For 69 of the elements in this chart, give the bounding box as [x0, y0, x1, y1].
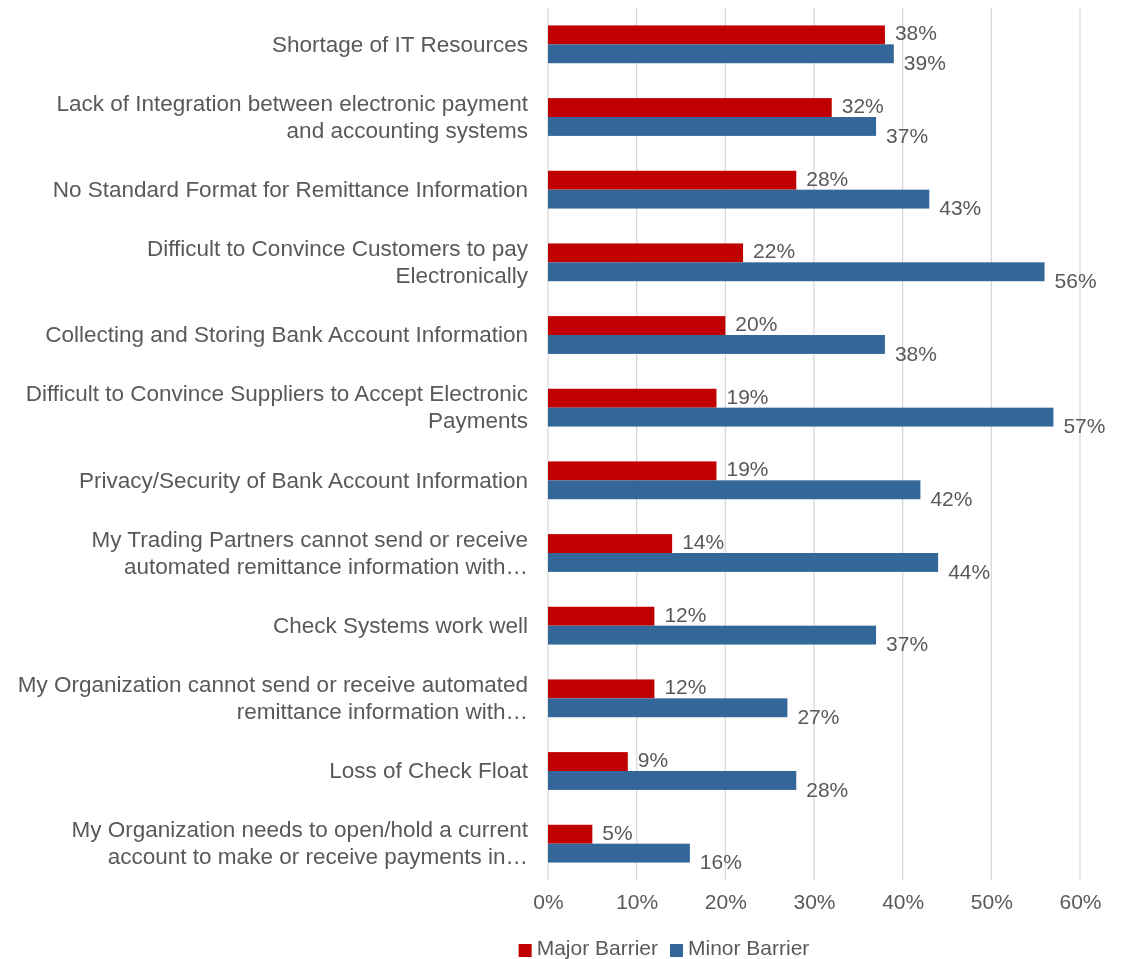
x-tick-label: 0% [533, 889, 564, 913]
data-label: 42% [930, 487, 973, 511]
x-tick-label: 40% [882, 889, 925, 913]
x-tick-label: 50% [970, 889, 1013, 913]
bar [548, 843, 690, 863]
bar [548, 771, 797, 790]
bar [548, 698, 788, 718]
bar [548, 44, 894, 64]
data-label: 38% [894, 341, 937, 365]
bar [548, 98, 832, 117]
bar [548, 243, 744, 263]
data-label: 19% [726, 384, 769, 408]
bar [548, 407, 1054, 427]
legend-label: Minor Barrier [688, 936, 810, 959]
data-label: 12% [664, 675, 707, 699]
y-tick-label: Privacy/Security of Bank Account Information [79, 467, 528, 493]
bar [548, 461, 717, 481]
bar [548, 534, 673, 553]
data-label: 20% [735, 311, 778, 335]
data-label: 57% [1063, 414, 1106, 438]
data-label: 28% [806, 777, 849, 801]
y-tick-label: Shortage of IT Resources [272, 31, 528, 57]
y-tick-label: My Organization needs to open/hold a current account to make or receive payments in… [71, 817, 529, 870]
y-tick-label: Lack of Integration between electronic payment and accounting systems [56, 90, 529, 143]
data-label: 22% [753, 239, 796, 263]
y-tick-label: Difficult to Convince Suppliers to Accept Electronic Payments [25, 381, 528, 434]
data-label: 38% [894, 21, 937, 45]
y-tick-label: No Standard Format for Remittance Information [52, 176, 528, 202]
data-label: 14% [682, 529, 725, 553]
bar [548, 388, 717, 408]
x-tick-label: 30% [793, 889, 836, 913]
bar [548, 606, 655, 626]
y-tick-label: Check Systems work well [272, 612, 528, 638]
bar [548, 117, 877, 136]
bar [548, 316, 726, 335]
bar [548, 335, 885, 354]
bar [548, 262, 1045, 282]
data-label: 37% [886, 632, 929, 656]
bar [548, 679, 655, 699]
x-tick-label: 20% [704, 889, 747, 913]
data-label: 9% [637, 747, 669, 771]
bar [548, 189, 930, 209]
x-tick-label: 10% [616, 889, 659, 913]
data-label: 37% [886, 123, 929, 147]
bar [548, 25, 885, 45]
bar [548, 824, 593, 844]
y-tick-label: My Organization cannot send or receive automated remittance information with… [17, 672, 528, 725]
data-label: 39% [903, 51, 946, 75]
bar [548, 480, 921, 500]
y-tick-label: Loss of Check Float [329, 758, 529, 784]
y-tick-label: Difficult to Convince Customers to pay Electronically [147, 236, 529, 289]
bar [548, 553, 939, 572]
x-tick-label: 60% [1059, 889, 1102, 913]
data-label: 19% [726, 457, 769, 481]
data-label: 28% [806, 166, 849, 190]
bar [548, 170, 797, 190]
y-tick-label: My Trading Partners cannot send or receive automated remittance information with… [91, 526, 528, 579]
data-label: 27% [797, 705, 840, 729]
data-label: 12% [664, 602, 707, 626]
data-label: 5% [602, 820, 633, 844]
bar [548, 625, 877, 645]
data-label: 32% [841, 93, 884, 117]
data-label: 56% [1054, 269, 1097, 293]
data-label: 43% [939, 196, 982, 220]
y-tick-label: Collecting and Storing Bank Account Information [45, 322, 528, 348]
bar [548, 752, 628, 771]
legend-label: Major Barrier [536, 936, 658, 959]
data-label: 16% [699, 850, 742, 874]
data-label: 44% [948, 559, 991, 583]
